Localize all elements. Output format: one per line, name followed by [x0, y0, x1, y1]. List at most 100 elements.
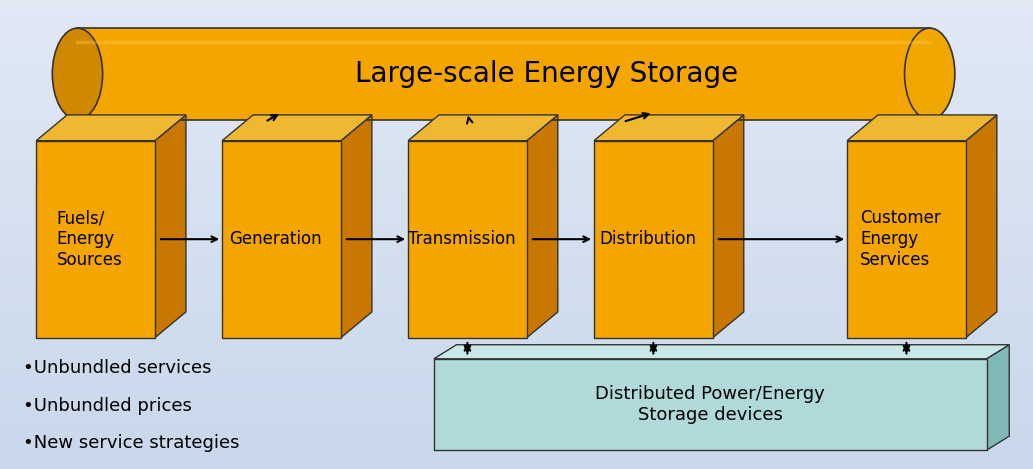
Bar [0, 420, 1033, 422]
Bar [0, 75, 1033, 77]
Bar [0, 345, 1033, 347]
Bar [0, 307, 1033, 310]
Bar [0, 19, 1033, 21]
Bar [0, 434, 1033, 436]
Bar [0, 279, 1033, 281]
Bar [0, 363, 1033, 366]
Bar [0, 408, 1033, 410]
Bar [0, 249, 1033, 251]
Bar [0, 124, 1033, 127]
Bar [0, 417, 1033, 420]
Polygon shape [987, 345, 1009, 450]
Bar [0, 328, 1033, 331]
Bar [0, 335, 1033, 338]
Bar [0, 401, 1033, 403]
Bar [0, 9, 1033, 12]
Bar [0, 274, 1033, 277]
Bar [0, 223, 1033, 225]
Bar [0, 23, 1033, 26]
Bar [0, 195, 1033, 197]
Polygon shape [77, 28, 930, 120]
Bar [0, 314, 1033, 317]
Bar [0, 450, 1033, 453]
Bar [0, 424, 1033, 427]
Bar [0, 396, 1033, 399]
Bar [0, 293, 1033, 295]
Bar [0, 246, 1033, 249]
Bar [0, 284, 1033, 286]
Bar [0, 120, 1033, 122]
Bar [0, 352, 1033, 354]
Bar [0, 263, 1033, 265]
Bar [0, 70, 1033, 73]
Bar [0, 312, 1033, 314]
Bar [0, 101, 1033, 103]
Bar [0, 49, 1033, 52]
Bar [0, 317, 1033, 319]
Bar [0, 89, 1033, 91]
Bar [0, 197, 1033, 199]
Bar [0, 382, 1033, 385]
Bar [0, 300, 1033, 303]
Bar [0, 467, 1033, 469]
Bar [0, 143, 1033, 145]
Bar [0, 277, 1033, 279]
Polygon shape [222, 115, 372, 141]
Bar [0, 462, 1033, 464]
Bar [0, 152, 1033, 155]
Bar [0, 216, 1033, 218]
Bar [0, 392, 1033, 394]
Text: Large-scale Energy Storage: Large-scale Energy Storage [354, 60, 738, 88]
Bar [0, 256, 1033, 258]
Bar [0, 251, 1033, 253]
Bar [0, 380, 1033, 382]
Bar [0, 45, 1033, 47]
Bar [0, 295, 1033, 298]
Text: Generation: Generation [229, 230, 322, 248]
Bar [0, 178, 1033, 181]
Bar [0, 7, 1033, 9]
Bar [0, 181, 1033, 183]
Bar [0, 291, 1033, 293]
Bar [0, 52, 1033, 54]
Bar [0, 176, 1033, 178]
Bar [0, 455, 1033, 457]
Bar [0, 204, 1033, 206]
Text: Distribution: Distribution [599, 230, 696, 248]
Bar [0, 331, 1033, 333]
Text: •New service strategies: •New service strategies [23, 434, 240, 452]
Bar [0, 98, 1033, 101]
Bar [0, 171, 1033, 174]
Polygon shape [408, 141, 527, 338]
Bar [0, 12, 1033, 14]
Bar [0, 333, 1033, 335]
Ellipse shape [53, 28, 102, 120]
Bar [0, 213, 1033, 216]
Bar [0, 356, 1033, 359]
Bar [0, 230, 1033, 232]
Bar [0, 66, 1033, 68]
Bar [0, 310, 1033, 312]
Polygon shape [847, 141, 966, 338]
Bar [0, 0, 1033, 2]
Bar [0, 453, 1033, 455]
Text: Customer
Energy
Services: Customer Energy Services [860, 209, 941, 269]
Bar [0, 326, 1033, 328]
Bar [0, 431, 1033, 434]
Bar [0, 443, 1033, 446]
Polygon shape [434, 359, 987, 450]
Bar [0, 413, 1033, 415]
Bar [0, 164, 1033, 166]
Bar [0, 253, 1033, 256]
Bar [0, 117, 1033, 120]
Bar [0, 387, 1033, 389]
Text: Distributed Power/Energy
Storage devices: Distributed Power/Energy Storage devices [595, 385, 825, 424]
Bar [0, 389, 1033, 392]
Bar [0, 422, 1033, 424]
Bar [0, 354, 1033, 356]
Polygon shape [966, 115, 997, 338]
Text: •Unbundled prices: •Unbundled prices [23, 397, 191, 415]
Bar [0, 56, 1033, 59]
Bar [0, 162, 1033, 164]
Bar [0, 35, 1033, 38]
